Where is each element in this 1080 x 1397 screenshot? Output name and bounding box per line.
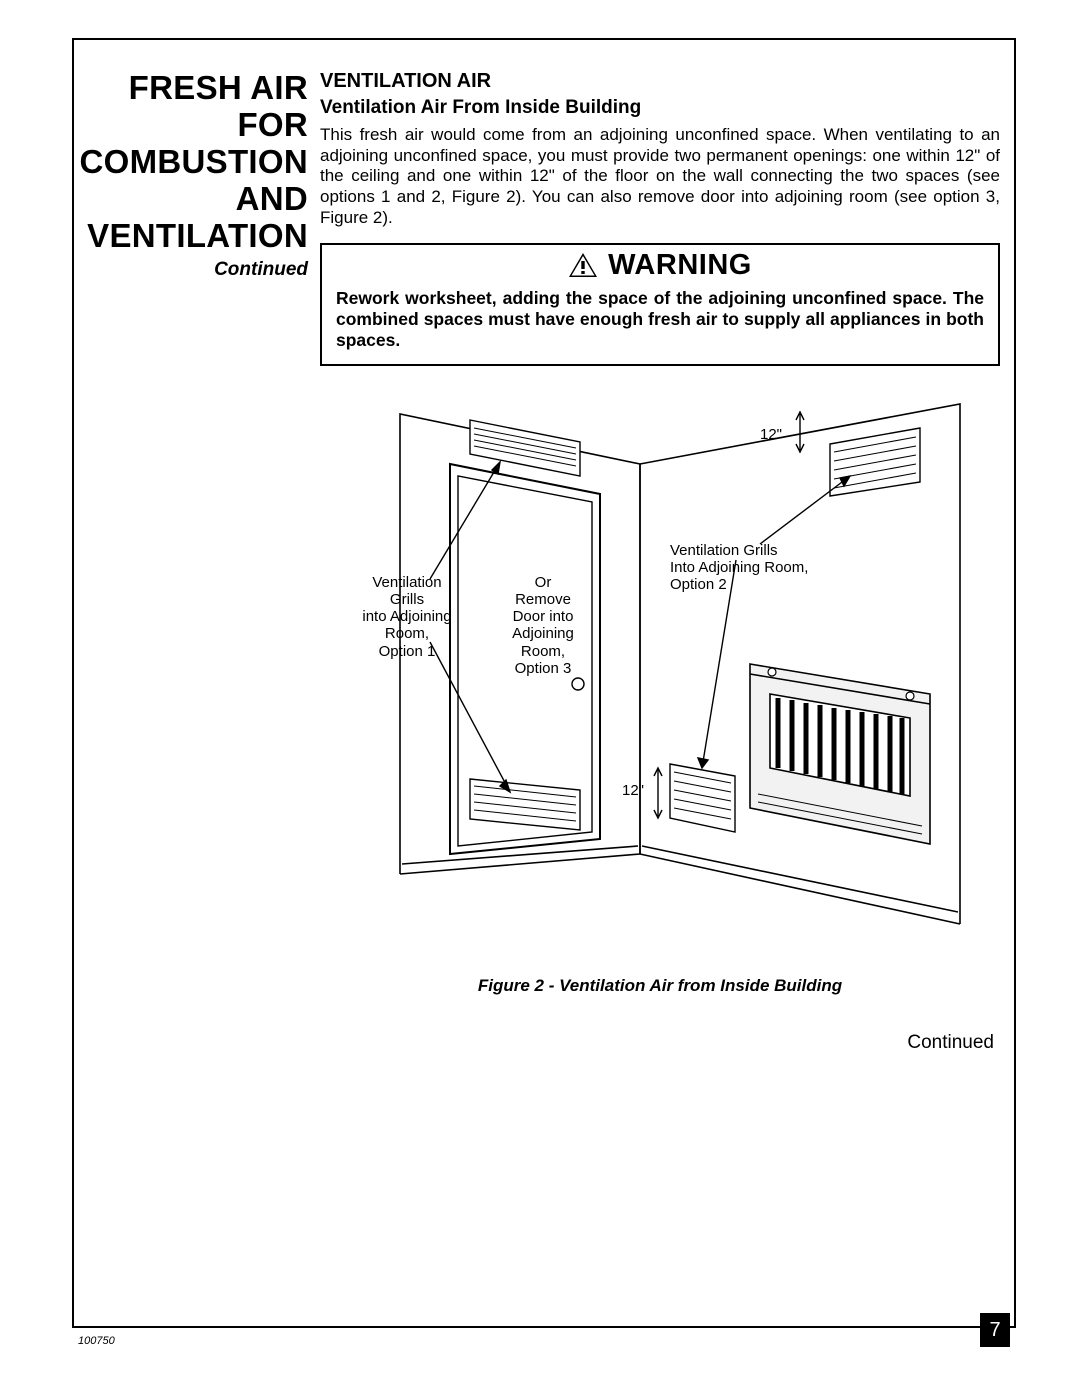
section-continued: Continued: [78, 259, 308, 281]
title-line: FRESH AIR: [129, 69, 308, 106]
page-number: 7: [980, 1313, 1010, 1347]
fig-label-option2: Ventilation Grills Into Adjoining Room, …: [670, 542, 840, 594]
lbl: Adjoining: [512, 625, 574, 642]
warning-header: WARNING: [322, 245, 998, 288]
figure-2: Ventilation Grills into Adjoining Room, …: [340, 384, 980, 964]
lbl: Remove: [515, 591, 571, 608]
title-line: VENTILATION: [87, 217, 308, 254]
fig-dim-top: 12": [760, 426, 782, 443]
fig-label-option1: Ventilation Grills into Adjoining Room, …: [352, 574, 462, 660]
lbl: Or: [535, 574, 552, 591]
fig-dim-bottom: 12": [622, 782, 644, 799]
sidebar: FRESH AIR FOR COMBUSTION AND VENTILATION…: [78, 70, 308, 281]
lbl: Room,: [521, 643, 565, 660]
title-line: FOR: [237, 106, 308, 143]
lbl: Option 3: [515, 660, 572, 677]
section-title: FRESH AIR FOR COMBUSTION AND VENTILATION: [78, 70, 308, 255]
warning-box: WARNING Rework worksheet, adding the spa…: [320, 243, 1000, 366]
warning-text: Rework worksheet, adding the space of th…: [322, 288, 998, 364]
main-content: VENTILATION AIR Ventilation Air From Ins…: [320, 70, 1000, 1054]
figure-caption: Figure 2 - Ventilation Air from Inside B…: [320, 976, 1000, 996]
lbl: into Adjoining: [362, 608, 451, 625]
lbl: Door into: [513, 608, 574, 625]
lbl: Ventilation: [372, 574, 441, 591]
lbl: Into Adjoining Room,: [670, 559, 808, 576]
lbl: Option 1: [379, 643, 436, 660]
figure-svg: [340, 384, 980, 964]
warning-triangle-icon: [568, 252, 598, 278]
heading-ventilation-air: VENTILATION AIR: [320, 70, 1000, 93]
fig-label-option3: Or Remove Door into Adjoining Room, Opti…: [498, 574, 588, 678]
continued-bottom: Continued: [320, 1032, 1000, 1054]
lbl: Room,: [385, 625, 429, 642]
title-line: AND: [236, 180, 308, 217]
warning-label: WARNING: [608, 249, 752, 282]
heading-sub: Ventilation Air From Inside Building: [320, 97, 1000, 119]
body-paragraph: This fresh air would come from an adjoin…: [320, 125, 1000, 229]
lbl: Grills: [390, 591, 424, 608]
title-line: COMBUSTION: [80, 143, 309, 180]
lbl: Option 2: [670, 576, 727, 593]
lbl: Ventilation Grills: [670, 542, 778, 559]
document-id: 100750: [78, 1335, 115, 1347]
